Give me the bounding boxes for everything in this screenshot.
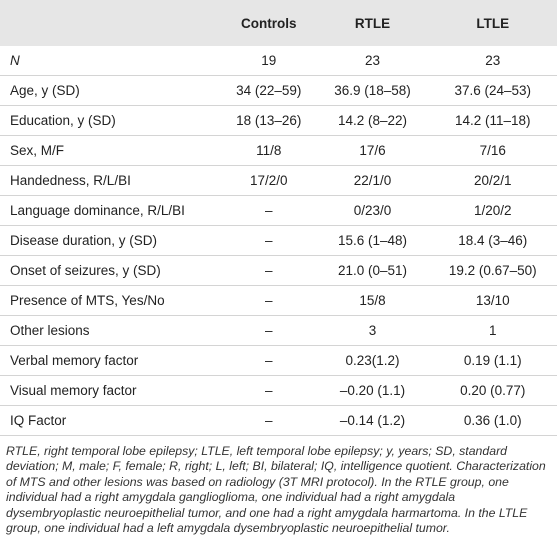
- cell: 17/6: [316, 135, 429, 166]
- column-header: Controls: [221, 0, 317, 46]
- table-row: N 19 23 23: [0, 46, 557, 76]
- table-row: Verbal memory factor –0.23(1.2) 0.19 (1.1): [0, 345, 557, 376]
- cell: 14.2 (8–22): [316, 105, 429, 136]
- table-body: N 19 23 23 Age, y (SD) 34 (22–59) 36.9 (18–58)…: [0, 46, 557, 436]
- cell: 3: [316, 315, 429, 346]
- cell: –: [221, 225, 317, 256]
- cell: 0.36 (1.0): [428, 405, 557, 436]
- cell: –: [221, 195, 317, 226]
- header-row: Controls RTLE LTLE: [0, 0, 557, 46]
- row-label: Onset of seizures, y (SD): [0, 255, 221, 286]
- cell: –0.14 (1.2): [316, 405, 429, 436]
- row-label: Presence of MTS, Yes/No: [0, 285, 221, 316]
- row-label: Language dominance, R/L/BI: [0, 195, 221, 226]
- cell: –: [221, 375, 317, 406]
- cell: –: [221, 345, 317, 376]
- column-header: RTLE: [316, 0, 429, 46]
- cell: 14.2 (11–18): [428, 105, 557, 136]
- cell: 11/8: [221, 135, 317, 166]
- table-row: Visual memory factor – –0.20 (1.1) 0.20 (0.…: [0, 375, 557, 406]
- table-row: Presence of MTS, Yes/No –15/8 13/10: [0, 285, 557, 316]
- cell: 23: [316, 46, 429, 76]
- table-row: Language dominance, R/L/BI –0/23/0 1/20/2: [0, 195, 557, 226]
- cell: 19: [221, 46, 317, 76]
- cell: 18 (13–26): [221, 105, 317, 136]
- cell: 0.20 (0.77): [428, 375, 557, 406]
- cell: 17/2/0: [221, 165, 317, 196]
- data-table: Controls RTLE LTLE N 19 23 23 Age, y (SD) 34 (2…: [0, 0, 557, 436]
- row-label: Verbal memory factor: [0, 345, 221, 376]
- cell: 1/20/2: [428, 195, 557, 226]
- cell: –: [221, 255, 317, 286]
- table-row: Disease duration, y (SD) –15.6 (1–48) 18.4…: [0, 225, 557, 256]
- cell: –0.20 (1.1): [316, 375, 429, 406]
- cell: 0/23/0: [316, 195, 429, 226]
- cell: 15/8: [316, 285, 429, 316]
- row-label: Disease duration, y (SD): [0, 225, 221, 256]
- row-label: N: [0, 46, 221, 76]
- cell: –: [221, 285, 317, 316]
- cell: 34 (22–59): [221, 75, 317, 106]
- cell: 20/2/1: [428, 165, 557, 196]
- cell: 7/16: [428, 135, 557, 166]
- table-row: Sex, M/F 11/8 17/6 7/16: [0, 135, 557, 166]
- table-row: Other lesions –3 1: [0, 315, 557, 346]
- cell: 13/10: [428, 285, 557, 316]
- column-header: [0, 0, 221, 46]
- row-label: Age, y (SD): [0, 75, 221, 106]
- cell: –: [221, 315, 317, 346]
- column-header: LTLE: [428, 0, 557, 46]
- row-label: Sex, M/F: [0, 135, 221, 166]
- cell: 37.6 (24–53): [428, 75, 557, 106]
- cell: 22/1/0: [316, 165, 429, 196]
- footnote: RTLE, right temporal lobe epilepsy; LTLE…: [6, 444, 546, 536]
- cell: 0.19 (1.1): [428, 345, 557, 376]
- row-label: Other lesions: [0, 315, 221, 346]
- table-row: Onset of seizures, y (SD) –21.0 (0–51) 19.…: [0, 255, 557, 286]
- row-label: Visual memory factor: [0, 375, 221, 406]
- cell: 18.4 (3–46): [428, 225, 557, 256]
- table-row: Handedness, R/L/BI 17/2/0 22/1/0 20/2/1: [0, 165, 557, 196]
- cell: 21.0 (0–51): [316, 255, 429, 286]
- row-label: Education, y (SD): [0, 105, 221, 136]
- row-label: IQ Factor: [0, 405, 221, 436]
- table-row: Education, y (SD) 18 (13–26) 14.2 (8–22) 14…: [0, 105, 557, 136]
- row-label: Handedness, R/L/BI: [0, 165, 221, 196]
- cell: 36.9 (18–58): [316, 75, 429, 106]
- cell: 1: [428, 315, 557, 346]
- cell: 0.23(1.2): [316, 345, 429, 376]
- table-row: IQ Factor – –0.14 (1.2) 0.36 (1.0): [0, 405, 557, 436]
- cell: –: [221, 405, 317, 436]
- cell: 23: [428, 46, 557, 76]
- cell: 19.2 (0.67–50): [428, 255, 557, 286]
- table-row: Age, y (SD) 34 (22–59) 36.9 (18–58) 37.6 (2…: [0, 75, 557, 106]
- cell: 15.6 (1–48): [316, 225, 429, 256]
